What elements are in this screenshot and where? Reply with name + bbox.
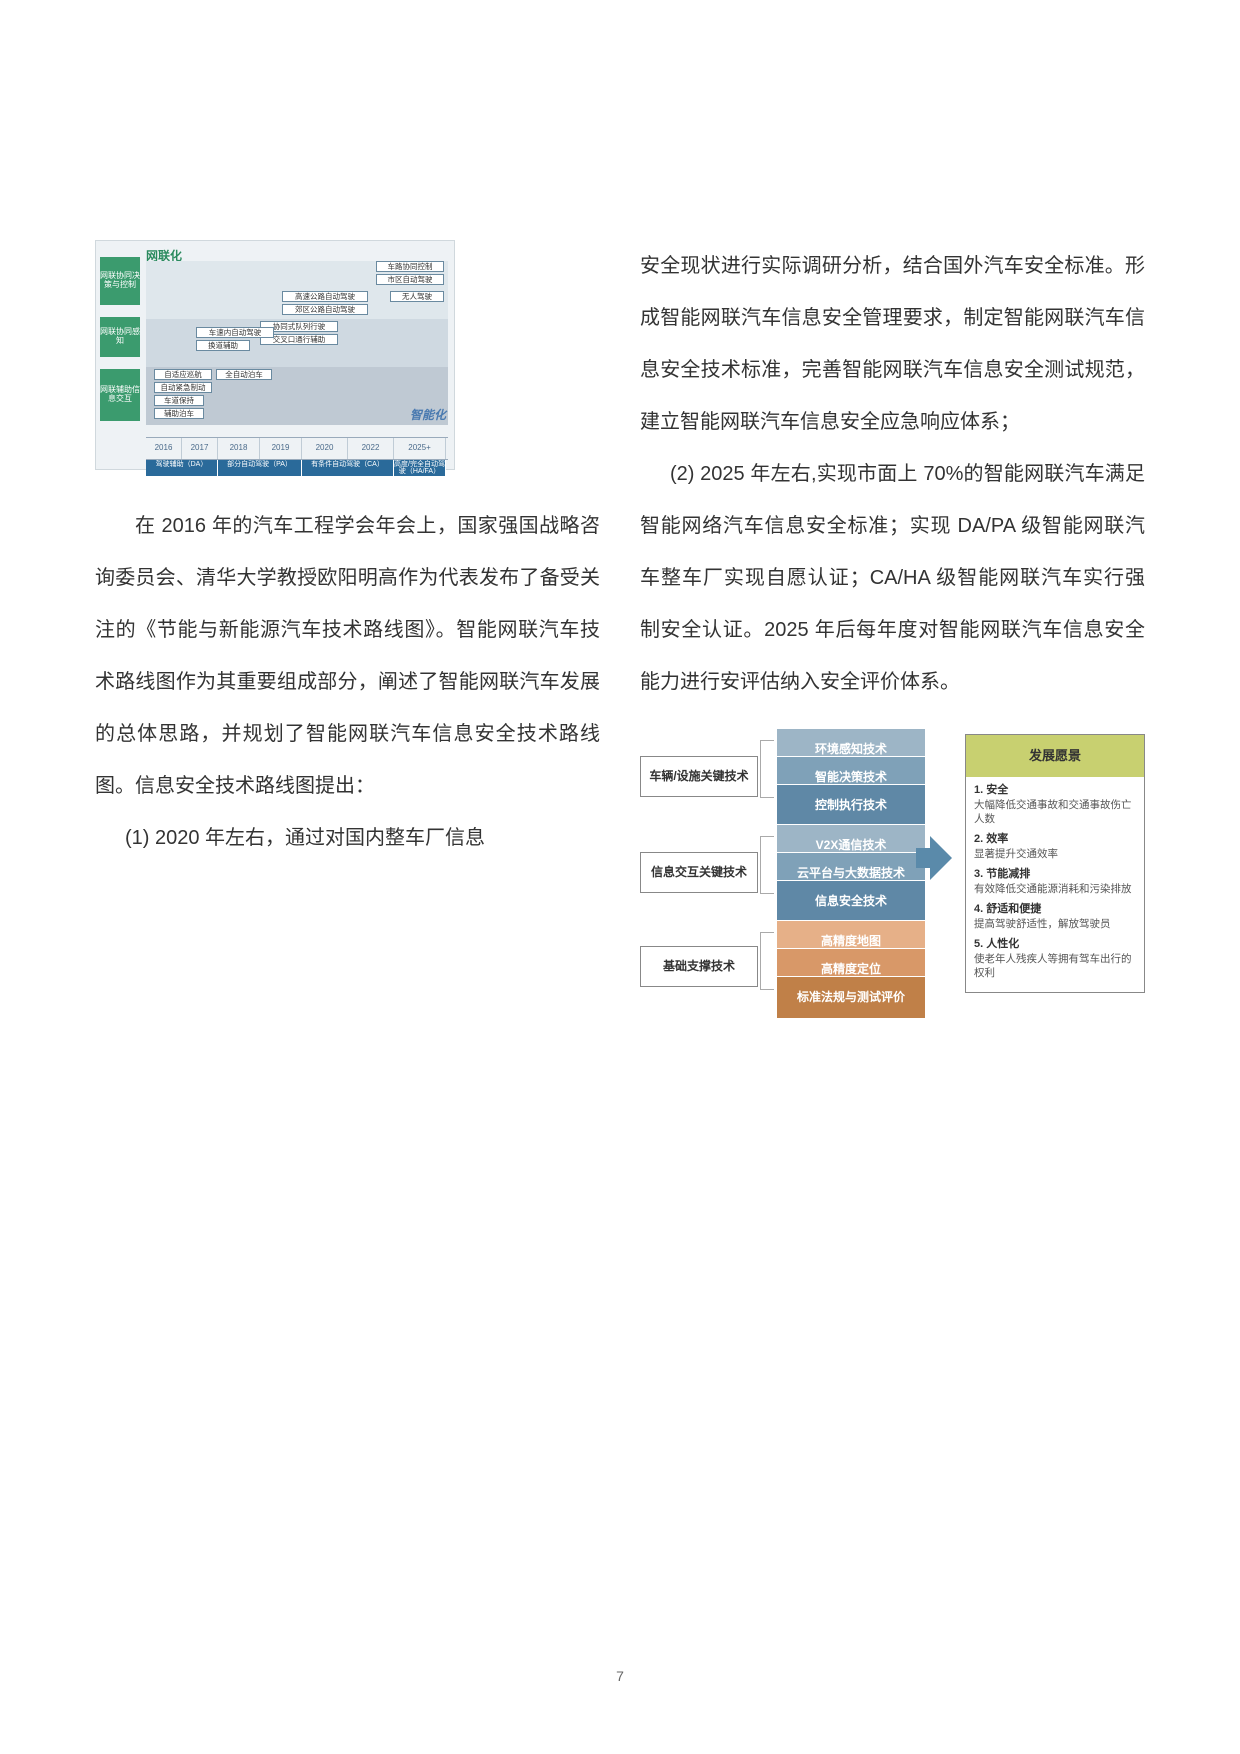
fig1-year: 2016	[146, 438, 182, 459]
vision-item: 2. 效率显著提升交通效率	[974, 832, 1136, 861]
fig2-connector	[760, 836, 774, 894]
fig2-category-box: 车辆/设施关键技术	[640, 756, 758, 797]
roadmap-chart: 网联化 网联协同决策与控制网联协同感知网联辅助信息交互 车路协同控制市区自动驾驶…	[95, 240, 455, 470]
vision-panel: 发展愿景 1. 安全大幅降低交通事故和交通事故伤亡人数 2. 效率显著提升交通效率…	[965, 734, 1145, 993]
vision-item-heading: 2. 效率	[974, 833, 1008, 845]
fig2-tech-box: 信息安全技术	[776, 880, 926, 923]
fig1-feature-box: 车路协同控制	[376, 261, 444, 272]
right-p1: 安全现状进行实际调研分析，结合国外汽车安全标准。形成智能网联汽车信息安全管理要求…	[640, 240, 1145, 448]
fig2-tech-box: 标准法规与测试评价	[776, 976, 926, 1019]
right-p2: (2) 2025 年左右,实现市面上 70%的智能网联汽车满足智能网络汽车信息安…	[640, 448, 1145, 708]
vision-item-desc: 使老年人残疾人等拥有驾车出行的权利	[974, 952, 1136, 980]
fig1-side-label: 网联协同感知	[100, 317, 140, 357]
vision-item-desc: 提高驾驶舒适性，解放驾驶员	[974, 917, 1136, 931]
fig1-feature-box: 无人驾驶	[390, 291, 444, 302]
fig1-feature-box: 车道保持	[154, 395, 204, 406]
fig1-year: 2022	[348, 438, 394, 459]
fig1-phase: 部分自动驾驶（PA）	[218, 460, 302, 476]
tech-tree-diagram: 车辆/设施关键技术信息交互关键技术基础支撑技术 环境感知技术智能决策技术控制执行…	[640, 728, 1145, 1008]
fig1-feature-box: 全自动泊车	[216, 369, 272, 380]
fig1-year: 2025+	[394, 438, 446, 459]
fig1-phase: 驾驶辅助（DA）	[146, 460, 218, 476]
fig2-connector	[760, 740, 774, 798]
page-content: 网联化 网联协同决策与控制网联协同感知网联辅助信息交互 车路协同控制市区自动驾驶…	[95, 100, 1145, 1008]
left-column: 网联化 网联协同决策与控制网联协同感知网联辅助信息交互 车路协同控制市区自动驾驶…	[95, 100, 600, 1008]
vision-item-heading: 1. 安全	[974, 784, 1008, 796]
vision-item-desc: 大幅降低交通事故和交通事故伤亡人数	[974, 798, 1136, 826]
page-number: 7	[616, 1668, 624, 1684]
fig1-feature-box: 辅助泊车	[154, 408, 204, 419]
vision-item-heading: 4. 舒适和便捷	[974, 903, 1041, 915]
fig1-year: 2018	[218, 438, 260, 459]
vision-item-desc: 有效降低交通能源消耗和污染排放	[974, 882, 1136, 896]
fig1-feature-box: 车速内自动驾驶	[196, 327, 274, 338]
fig1-year: 2020	[302, 438, 348, 459]
fig1-timeline: 2016201720182019202020222025+ 驾驶辅助（DA）部分…	[146, 437, 448, 465]
fig2-category-box: 基础支撑技术	[640, 946, 758, 987]
fig1-feature-box: 市区自动驾驶	[376, 274, 444, 285]
vision-item: 3. 节能减排有效降低交通能源消耗和污染排放	[974, 867, 1136, 896]
fig1-side-label: 网联协同决策与控制	[100, 257, 140, 305]
vision-item: 4. 舒适和便捷提高驾驶舒适性，解放驾驶员	[974, 902, 1136, 931]
fig1-feature-box: 换道辅助	[196, 340, 250, 351]
vision-item-heading: 5. 人性化	[974, 938, 1019, 950]
fig1-year: 2019	[260, 438, 302, 459]
fig1-feature-box: 自动紧急制动	[154, 382, 212, 393]
fig2-category-box: 信息交互关键技术	[640, 852, 758, 893]
fig2-connector	[760, 932, 774, 990]
fig1-year: 2017	[182, 438, 218, 459]
left-p1: 在 2016 年的汽车工程学会年会上，国家强国战略咨询委员会、清华大学教授欧阳明…	[95, 500, 600, 812]
fig1-feature-box: 自适应巡航	[154, 369, 212, 380]
right-column: 安全现状进行实际调研分析，结合国外汽车安全标准。形成智能网联汽车信息安全管理要求…	[640, 100, 1145, 1008]
left-p2: (1) 2020 年左右，通过对国内整车厂信息	[95, 812, 600, 864]
fig1-phase: 有条件自动驾驶（CA）	[302, 460, 394, 476]
fig1-phase: 高度/完全自动驾驶（HA/FA）	[394, 460, 446, 476]
fig2-tech-box: 控制执行技术	[776, 784, 926, 827]
vision-item: 5. 人性化使老年人残疾人等拥有驾车出行的权利	[974, 937, 1136, 980]
fig1-feature-box: 郊区公路自动驾驶	[282, 304, 368, 315]
vision-item-heading: 3. 节能减排	[974, 868, 1030, 880]
vision-item-desc: 显著提升交通效率	[974, 847, 1136, 861]
vision-item: 1. 安全大幅降低交通事故和交通事故伤亡人数	[974, 783, 1136, 826]
fig1-side-label: 网联辅助信息交互	[100, 369, 140, 421]
fig1-feature-box: 高速公路自动驾驶	[282, 291, 368, 302]
vision-title: 发展愿景	[966, 735, 1144, 777]
fig1-right-title: 智能化	[410, 400, 446, 431]
arrow-icon	[930, 836, 952, 880]
